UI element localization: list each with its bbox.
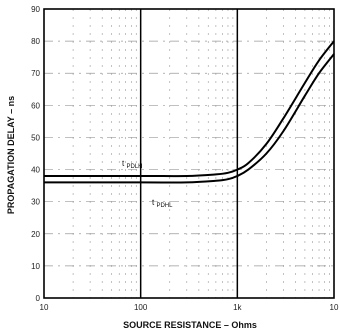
y-tick-label: 40 — [31, 166, 40, 175]
x-tick-label: 10 — [330, 303, 339, 312]
x-axis-title: SOURCE RESISTANCE – Ohms — [123, 320, 257, 330]
series-line-t-pdhl — [44, 53, 335, 184]
y-axis-title: PROPAGATION DELAY – ns — [6, 96, 16, 214]
y-tick-label: 30 — [31, 198, 40, 207]
curve-label-tpdlh-sub: PDLH — [126, 164, 142, 170]
grid — [44, 9, 334, 298]
curve-label-tpdhl: t PDHL — [152, 198, 173, 209]
series-line-t-pdlh — [43, 40, 335, 178]
series-group — [43, 40, 335, 184]
curve-label-tpdhl-main: t — [152, 198, 155, 207]
major-grid-lines — [139, 9, 239, 298]
y-tick-label: 0 — [36, 294, 41, 303]
curve-label-tpdhl-sub: PDHL — [156, 203, 173, 209]
y-tick-label: 10 — [31, 262, 40, 271]
curve-label-tpdlh-main: t — [122, 159, 125, 168]
y-tick-label: 70 — [31, 69, 40, 78]
x-tick-labels: 10 100 1k 10 — [40, 303, 339, 312]
x-tick-label: 100 — [134, 303, 148, 312]
y-tick-label: 90 — [31, 5, 40, 14]
curve-label-tpdlh: t PDLH — [122, 159, 142, 170]
x-tick-label: 10 — [40, 303, 49, 312]
y-tick-labels: 0 10 20 30 40 50 60 70 80 90 — [31, 5, 40, 303]
y-tick-label: 20 — [31, 230, 40, 239]
y-tick-label: 50 — [31, 133, 40, 142]
plot-frame — [43, 8, 335, 299]
y-tick-label: 80 — [31, 37, 40, 46]
y-tick-label: 60 — [31, 101, 40, 110]
x-tick-label: 1k — [233, 303, 242, 312]
